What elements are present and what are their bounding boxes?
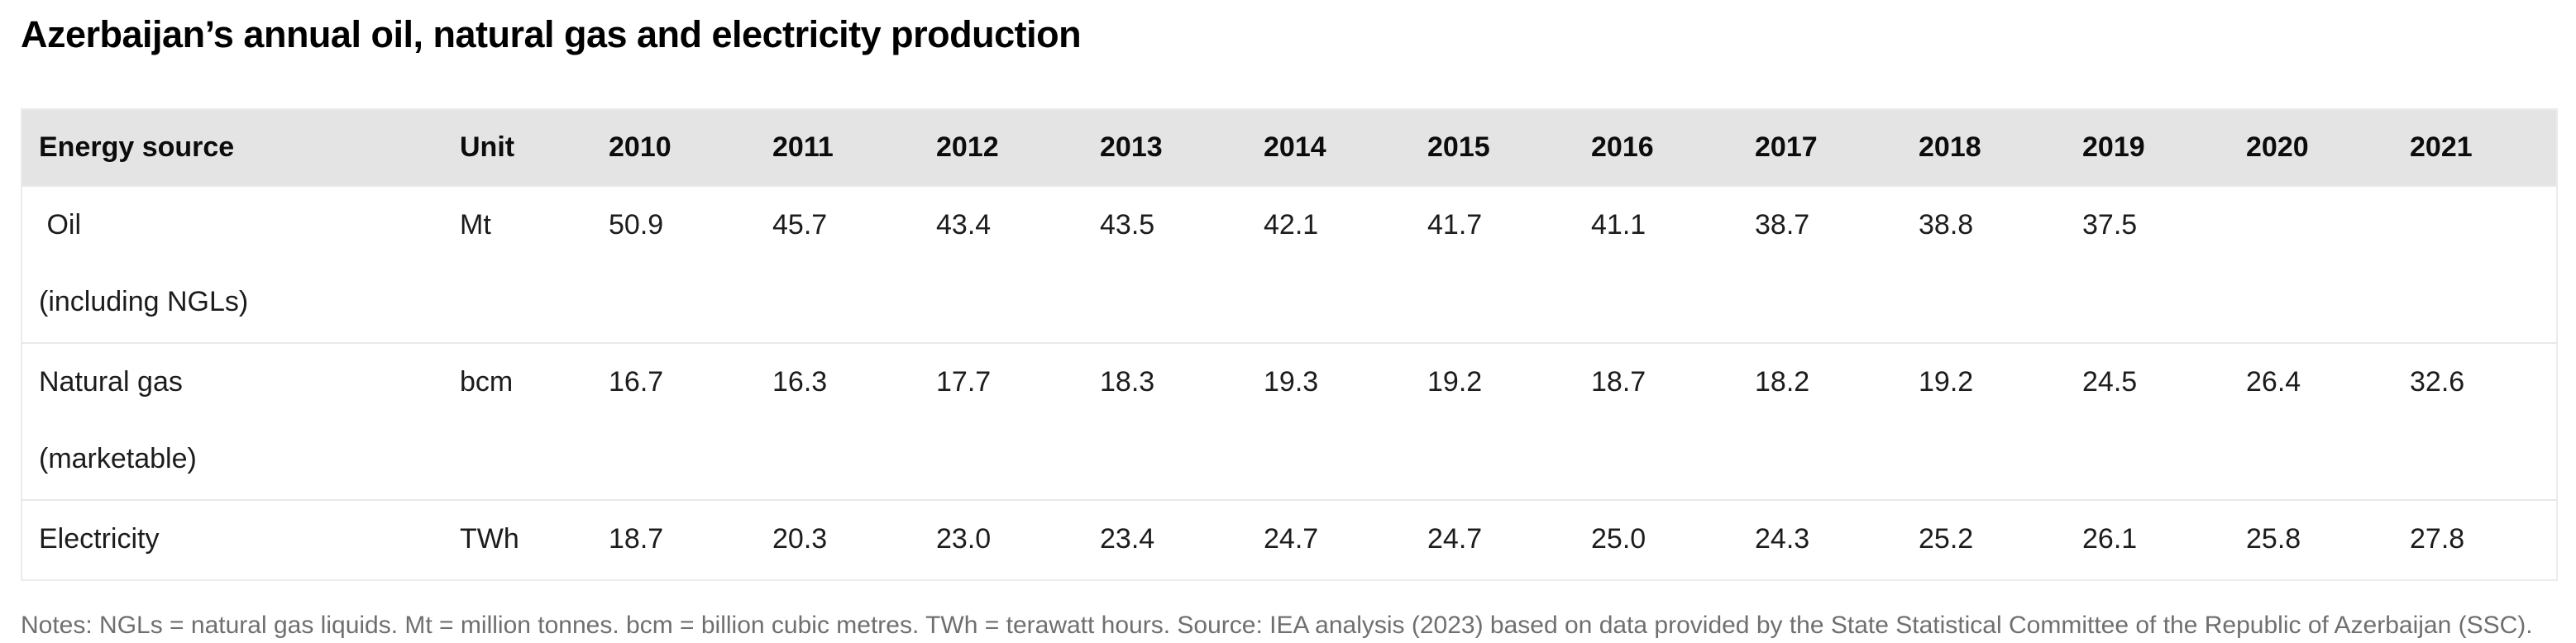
cell-value-2014: 19.3 xyxy=(1264,366,1319,398)
cell-value-2010: 50.9 xyxy=(609,209,664,241)
col-header-year-2016: 2016 xyxy=(1575,109,1738,186)
col-header-energy-source: Energy source xyxy=(22,109,443,186)
cell-value-2013: 23.4 xyxy=(1100,523,1155,555)
col-header-year-2011: 2011 xyxy=(756,109,920,186)
cell-value-2014: 42.1 xyxy=(1264,209,1319,241)
col-header-year-2013: 2013 xyxy=(1083,109,1247,186)
cell-value-2015: 19.2 xyxy=(1427,366,1483,398)
cell-value-2021: 27.8 xyxy=(2410,523,2465,555)
cell-energy-source: Natural gas (marketable) xyxy=(22,343,443,500)
cell-value-2019: 26.1 xyxy=(2082,523,2138,555)
cell-unit: bcm xyxy=(460,366,514,398)
table-header: Energy source Unit 2010 2011 2012 2013 2… xyxy=(22,109,2557,186)
col-header-year-2015: 2015 xyxy=(1411,109,1575,186)
cell-value-2020: 26.4 xyxy=(2246,366,2301,398)
cell-energy-source: Oil (including NGLs) xyxy=(22,186,443,343)
cell-value-2016: 25.0 xyxy=(1591,523,1646,555)
table-row-electricity: Electricity TWh 18.7 20.3 23.0 23.4 24.7 24.7 25… xyxy=(22,500,2557,580)
col-header-year-2010: 2010 xyxy=(592,109,756,186)
cell-value-2010: 18.7 xyxy=(609,523,664,555)
cell-value-2012: 23.0 xyxy=(936,523,992,555)
energy-source-qualifier: (including NGLs) xyxy=(39,286,249,317)
cell-value-2018: 25.2 xyxy=(1919,523,1974,555)
cell-value-2015: 24.7 xyxy=(1427,523,1483,555)
production-table: Energy source Unit 2010 2011 2012 2013 2… xyxy=(21,108,2558,581)
cell-value-2017: 18.2 xyxy=(1755,366,1810,398)
col-header-year-2021: 2021 xyxy=(2393,109,2557,186)
cell-value-2011: 45.7 xyxy=(772,209,828,241)
col-header-year-2020: 2020 xyxy=(2230,109,2393,186)
col-header-year-2012: 2012 xyxy=(920,109,1083,186)
cell-value-2015: 41.7 xyxy=(1427,209,1483,241)
col-header-unit: Unit xyxy=(443,109,592,186)
cell-value-2018: 38.8 xyxy=(1919,209,1974,241)
cell-value-2019: 37.5 xyxy=(2082,209,2138,241)
notes-text: Notes: NGLs = natural gas liquids. Mt = … xyxy=(21,612,2533,639)
cell-energy-source: Electricity xyxy=(22,500,443,580)
energy-source-name: Natural gas xyxy=(39,366,183,398)
cell-unit: Mt xyxy=(460,209,491,241)
cell-value-2016: 41.1 xyxy=(1591,209,1646,241)
page-title: Azerbaijan’s annual oil, natural gas and… xyxy=(21,13,1082,55)
col-header-year-2017: 2017 xyxy=(1738,109,1902,186)
table-row-natural-gas: Natural gas (marketable) bcm 16.7 16.3 17.7 18… xyxy=(22,343,2557,500)
cell-value-2013: 18.3 xyxy=(1100,366,1155,398)
cell-value-2017: 24.3 xyxy=(1755,523,1810,555)
table-body: Oil (including NGLs) Mt 50.9 45.7 43.4 43.5 42.… xyxy=(22,186,2557,580)
energy-source-name: Oil xyxy=(39,209,82,241)
cell-value-2013: 43.5 xyxy=(1100,209,1155,241)
cell-value-2012: 43.4 xyxy=(936,209,992,241)
cell-unit: TWh xyxy=(460,523,519,555)
cell-value-2019: 24.5 xyxy=(2082,366,2138,398)
cell-value-2017: 38.7 xyxy=(1755,209,1810,241)
energy-source-qualifier: (marketable) xyxy=(39,443,197,474)
cell-value-2012: 17.7 xyxy=(936,366,992,398)
cell-value-2021 xyxy=(2393,186,2557,343)
col-header-year-2018: 2018 xyxy=(1902,109,2066,186)
cell-value-2011: 16.3 xyxy=(772,366,828,398)
cell-value-2011: 20.3 xyxy=(772,523,828,555)
cell-value-2016: 18.7 xyxy=(1591,366,1646,398)
col-header-year-2014: 2014 xyxy=(1247,109,1411,186)
cell-value-2020 xyxy=(2230,186,2393,343)
energy-source-name: Electricity xyxy=(39,523,160,555)
cell-value-2018: 19.2 xyxy=(1919,366,1974,398)
cell-value-2010: 16.7 xyxy=(609,366,664,398)
cell-value-2014: 24.7 xyxy=(1264,523,1319,555)
cell-value-2020: 25.8 xyxy=(2246,523,2301,555)
cell-value-2021: 32.6 xyxy=(2410,366,2465,398)
col-header-year-2019: 2019 xyxy=(2066,109,2230,186)
table-row-oil: Oil (including NGLs) Mt 50.9 45.7 43.4 43.5 42.… xyxy=(22,186,2557,343)
table-header-row: Energy source Unit 2010 2011 2012 2013 2… xyxy=(22,109,2557,186)
